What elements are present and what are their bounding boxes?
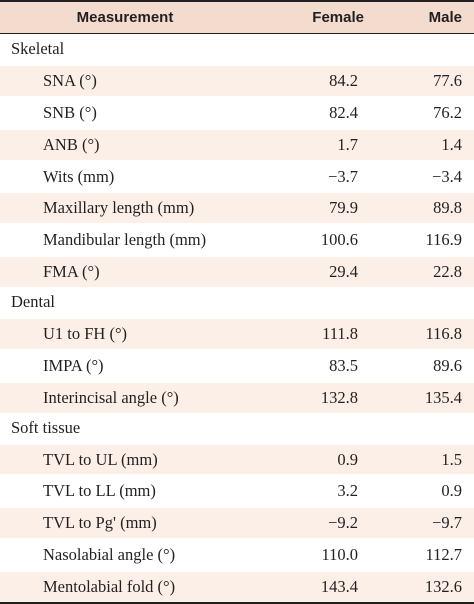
measurement-name: TVL to UL (mm) [0, 442, 250, 476]
table-row: Maxillary length (mm) 79.9 89.8 [0, 191, 474, 225]
table-row: FMA (°) 29.4 22.8 [0, 255, 474, 288]
section-title: Dental [11, 292, 55, 312]
male-value: 1.4 [370, 127, 474, 161]
measurement-name: Mentolabial fold (°) [0, 570, 250, 604]
female-value: 132.8 [250, 380, 370, 413]
male-value: 116.9 [370, 223, 474, 257]
table-row: TVL to LL (mm) 3.2 0.9 [0, 474, 474, 508]
female-value: 84.2 [250, 63, 370, 97]
male-value: 89.8 [370, 191, 474, 225]
measurement-name: Maxillary length (mm) [0, 191, 250, 225]
table-row: TVL to UL (mm) 0.9 1.5 [0, 442, 474, 476]
table-row: Wits (mm) −3.7 −3.4 [0, 159, 474, 193]
male-value: 135.4 [370, 380, 474, 413]
table-row: SNA (°) 84.2 77.6 [0, 63, 474, 97]
section-title: Soft tissue [11, 417, 81, 437]
table-header: Measurement Female Male [0, 1, 474, 34]
female-value: 111.8 [250, 317, 370, 350]
male-value: 132.6 [370, 570, 474, 604]
table-row: Nasolabial angle (°) 110.0 112.7 [0, 538, 474, 572]
female-value: 1.7 [250, 127, 370, 161]
header-female: Female [250, 1, 370, 34]
measurement-name: TVL to Pg' (mm) [0, 506, 250, 540]
measurement-name: ANB (°) [0, 127, 250, 161]
table-row: U1 to FH (°) 111.8 116.8 [0, 317, 474, 350]
table-row: ANB (°) 1.7 1.4 [0, 127, 474, 161]
male-value: 0.9 [370, 474, 474, 508]
section-title: Skeletal [11, 38, 65, 58]
section-row: Dental [0, 287, 474, 318]
measurement-name: TVL to LL (mm) [0, 474, 250, 508]
measurement-name: IMPA (°) [0, 348, 250, 382]
header-male: Male [370, 1, 474, 34]
table-row: Mandibular length (mm) 100.6 116.9 [0, 223, 474, 257]
female-value: 143.4 [250, 570, 370, 604]
female-value: 3.2 [250, 474, 370, 508]
table-row: SNB (°) 82.4 76.2 [0, 95, 474, 129]
table-body: Skeletal SNA (°) 84.2 77.6 SNB (°) 82.4 76.2 AN… [0, 34, 474, 604]
measurement-name: U1 to FH (°) [0, 317, 250, 350]
measurement-name: FMA (°) [0, 255, 250, 288]
section-row: Soft tissue [0, 413, 474, 444]
female-value: 0.9 [250, 442, 370, 476]
measurement-name: Nasolabial angle (°) [0, 538, 250, 572]
female-value: 110.0 [250, 538, 370, 572]
male-value: 89.6 [370, 348, 474, 382]
measurement-name: Wits (mm) [0, 159, 250, 193]
female-value: 29.4 [250, 255, 370, 288]
male-value: 116.8 [370, 317, 474, 350]
female-value: 82.4 [250, 95, 370, 129]
male-value: 77.6 [370, 63, 474, 97]
table-row: IMPA (°) 83.5 89.6 [0, 348, 474, 382]
measurement-name: Mandibular length (mm) [0, 223, 250, 257]
female-value: −3.7 [250, 159, 370, 193]
male-value: −9.7 [370, 506, 474, 540]
male-value: 76.2 [370, 95, 474, 129]
section-row: Skeletal [0, 34, 474, 65]
female-value: 83.5 [250, 348, 370, 382]
male-value: 22.8 [370, 255, 474, 288]
measurement-name: Interincisal angle (°) [0, 380, 250, 413]
female-value: −9.2 [250, 506, 370, 540]
table-row: TVL to Pg' (mm) −9.2 −9.7 [0, 506, 474, 540]
male-value: −3.4 [370, 159, 474, 193]
measurement-name: SNB (°) [0, 95, 250, 129]
female-value: 79.9 [250, 191, 370, 225]
male-value: 1.5 [370, 442, 474, 476]
table-row: Interincisal angle (°) 132.8 135.4 [0, 380, 474, 413]
male-value: 112.7 [370, 538, 474, 572]
header-row: Measurement Female Male [0, 1, 474, 34]
female-value: 100.6 [250, 223, 370, 257]
header-measurement: Measurement [0, 1, 250, 34]
table-row: Mentolabial fold (°) 143.4 132.6 [0, 570, 474, 604]
measurement-name: SNA (°) [0, 63, 250, 97]
